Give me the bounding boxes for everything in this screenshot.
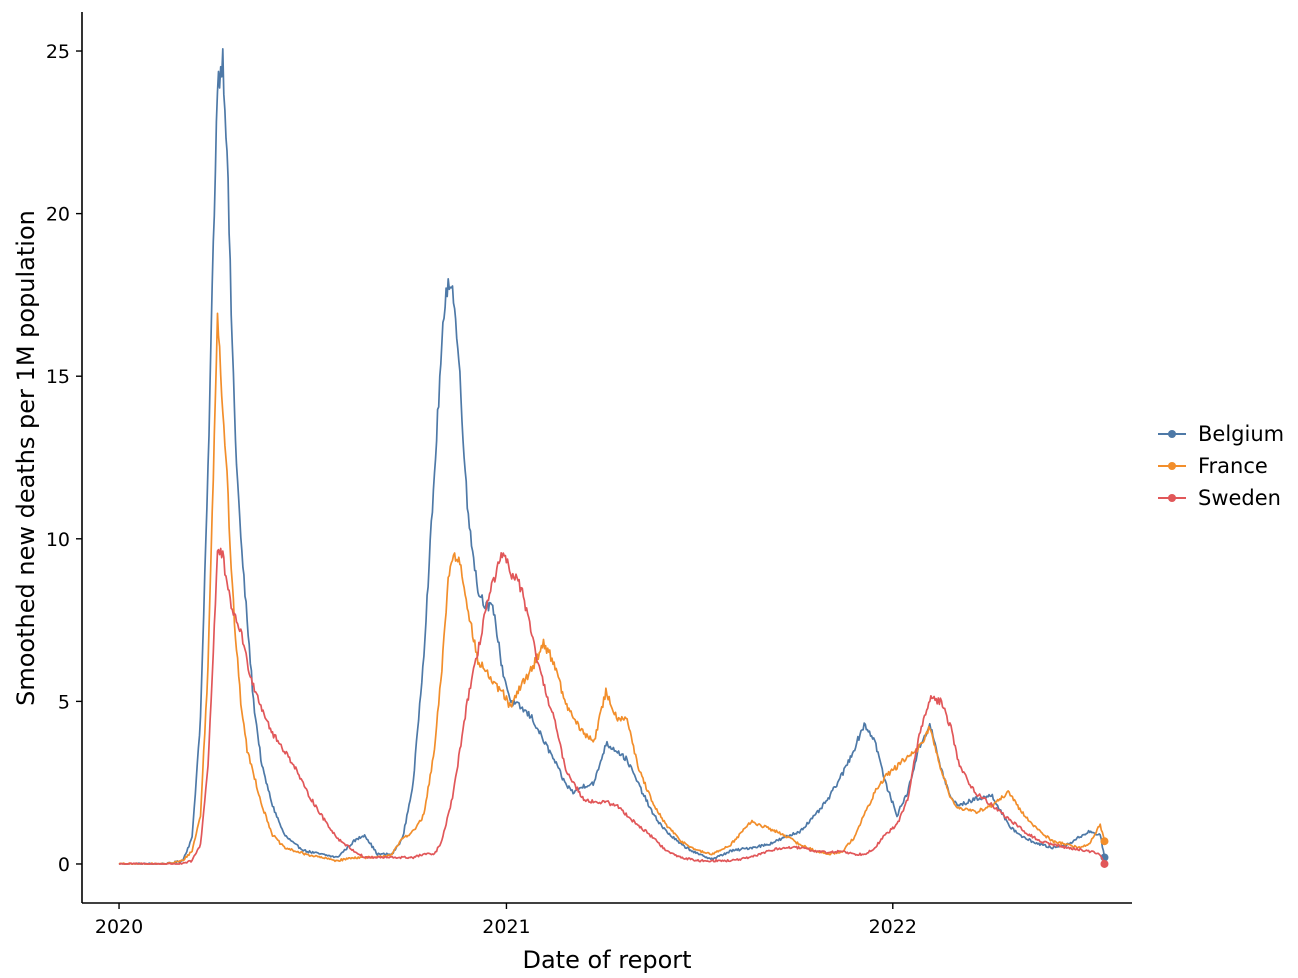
legend-label: France xyxy=(1198,454,1268,478)
y-tick-label: 20 xyxy=(46,204,70,226)
series-endpoint-france xyxy=(1100,837,1109,846)
legend-item-belgium: Belgium xyxy=(1158,422,1284,446)
legend: Belgium France Sweden xyxy=(1158,422,1284,510)
y-axis-title: Smoothed new deaths per 1M population xyxy=(12,210,40,706)
axes: 0 5 10 15 20 25 2020 2021 2022 xyxy=(46,12,1132,938)
x-axis-title: Date of report xyxy=(522,946,691,974)
series-lines xyxy=(118,48,1109,868)
x-tick-label: 2020 xyxy=(95,916,143,938)
y-tick-label: 0 xyxy=(58,854,70,876)
series-line-sweden xyxy=(119,547,1106,865)
legend-swatch-marker xyxy=(1168,462,1176,470)
legend-item-sweden: Sweden xyxy=(1158,486,1281,510)
y-tick-label: 25 xyxy=(46,41,70,63)
x-tick-label: 2021 xyxy=(482,916,530,938)
legend-label: Sweden xyxy=(1198,486,1281,510)
series-endpoint-sweden xyxy=(1100,859,1109,868)
y-tick-label: 10 xyxy=(46,529,70,551)
y-tick-label: 15 xyxy=(46,366,70,388)
legend-swatch-marker xyxy=(1168,430,1176,438)
legend-item-france: France xyxy=(1158,454,1268,478)
legend-swatch-marker xyxy=(1168,494,1176,502)
y-tick-label: 5 xyxy=(58,691,70,713)
series-line-france xyxy=(118,312,1106,865)
legend-label: Belgium xyxy=(1198,422,1284,446)
series-line-belgium xyxy=(118,48,1106,865)
x-tick-label: 2022 xyxy=(869,916,917,938)
